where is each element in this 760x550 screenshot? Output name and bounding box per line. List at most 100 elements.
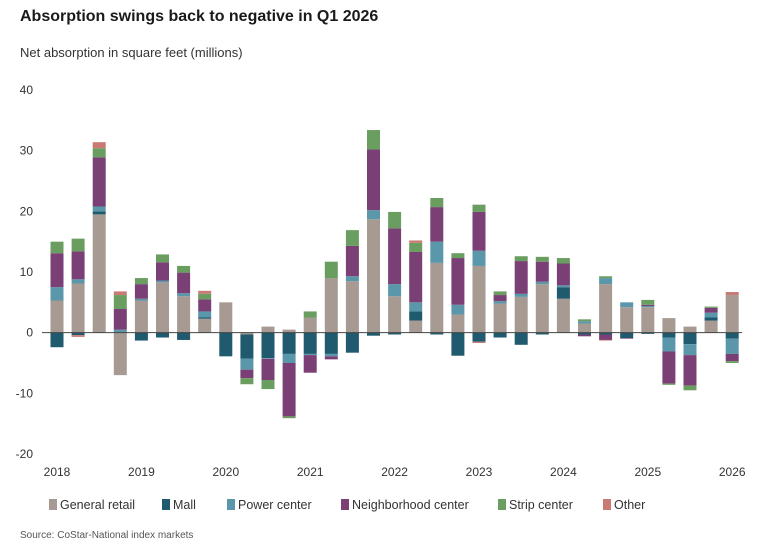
x-tick-label: 2025 <box>634 465 661 479</box>
bar-segment-mall <box>472 332 486 342</box>
bar-segment-mall <box>50 332 64 348</box>
bar-segment-neighborhood-center <box>556 263 570 286</box>
bar-segment-power-center <box>641 305 655 308</box>
bar-segment-neighborhood-center <box>704 307 718 313</box>
bar-segment-general-retail <box>472 265 486 333</box>
bar-segment-general-retail <box>113 332 127 376</box>
bar-segment-neighborhood-center <box>409 251 423 303</box>
bar-segment-mall <box>345 332 359 353</box>
bar-segment-neighborhood-center <box>240 369 254 379</box>
bar-segment-mall <box>535 332 549 335</box>
bar-segment-mall <box>430 332 444 335</box>
bar-segment-other <box>472 341 486 343</box>
bar-segment-mall <box>71 332 85 336</box>
bar-segment-other <box>409 240 423 243</box>
bar-segment-neighborhood-center <box>113 309 127 330</box>
x-tick-label: 2019 <box>128 465 155 479</box>
bar-segment-power-center <box>472 250 486 266</box>
bar-segment-general-retail <box>662 318 676 333</box>
bar-segment-general-retail <box>240 332 254 335</box>
bar-segment-general-retail <box>71 283 85 333</box>
bar-segment-mall <box>704 317 718 321</box>
legend-label: Other <box>614 498 645 512</box>
bar-segment-mall <box>641 332 655 334</box>
bar-segment-other <box>71 335 85 337</box>
bar-segment-general-retail <box>324 278 338 333</box>
bar-segment-strip-center <box>641 299 655 305</box>
bar-segment-neighborhood-center <box>535 261 549 282</box>
legend-swatch <box>341 499 349 510</box>
bar-segment-strip-center <box>113 295 127 309</box>
bar-segment-strip-center <box>240 378 254 385</box>
bar-segment-general-retail <box>725 295 739 333</box>
y-tick-label: -20 <box>16 447 34 461</box>
bar-segment-general-retail <box>514 296 528 333</box>
bar-segment-strip-center <box>662 383 676 385</box>
bar-segment-strip-center <box>367 130 380 150</box>
y-tick-label: -10 <box>16 386 34 400</box>
legend-swatch <box>227 499 235 510</box>
bar-segment-power-center <box>535 281 549 285</box>
bar-segment-power-center <box>388 284 402 297</box>
bar-segment-strip-center <box>599 276 613 279</box>
bar-segment-neighborhood-center <box>156 262 169 281</box>
bar-segment-power-center <box>113 329 127 333</box>
bar-segment-power-center <box>514 293 528 297</box>
bar-segment-other <box>599 339 613 341</box>
bar-segment-mall <box>725 332 739 339</box>
bar-segment-other <box>113 291 127 296</box>
bar-segment-power-center <box>430 241 444 263</box>
bar-segment-neighborhood-center <box>493 295 507 302</box>
bar-segment-strip-center <box>451 253 465 259</box>
bar-segment-strip-center <box>71 238 85 252</box>
x-tick-label: 2026 <box>719 465 746 479</box>
bar-segment-strip-center <box>409 242 423 252</box>
bar-segment-power-center <box>50 287 64 301</box>
bar-segment-power-center <box>324 353 338 357</box>
bar-segment-strip-center <box>177 265 191 273</box>
bar-segment-power-center <box>240 358 254 370</box>
bar-segment-general-retail <box>50 300 64 333</box>
bar-segment-neighborhood-center <box>282 363 296 417</box>
bar-segment-general-retail <box>303 317 317 333</box>
legend-label: Neighborhood center <box>352 498 469 512</box>
bar-segment-mall <box>388 332 402 335</box>
bar-segment-general-retail <box>367 219 380 333</box>
bar-segment-power-center <box>493 301 507 304</box>
bar-segment-power-center <box>599 278 613 285</box>
bar-segment-strip-center <box>345 230 359 246</box>
bar-segment-power-center <box>578 321 591 324</box>
bar-segment-power-center <box>451 304 465 315</box>
bar-segment-general-retail <box>134 300 148 333</box>
bar-segment-power-center <box>367 210 380 220</box>
bar-segment-strip-center <box>156 254 169 263</box>
bar-segment-strip-center <box>324 261 338 279</box>
chart-subtitle: Net absorption in square feet (millions) <box>20 45 243 60</box>
bar-segment-power-center <box>92 206 106 212</box>
bar-segment-strip-center <box>388 211 402 229</box>
bar-segment-neighborhood-center <box>641 304 655 306</box>
bar-segment-mall <box>282 332 296 354</box>
bar-segment-mall <box>556 287 570 299</box>
bar-segment-general-retail <box>261 326 275 333</box>
bar-segment-strip-center <box>725 361 739 363</box>
bar-segment-strip-center <box>92 148 106 158</box>
bar-segment-general-retail <box>578 323 591 333</box>
bar-segment-general-retail <box>556 298 570 333</box>
bar-segment-neighborhood-center <box>451 258 465 305</box>
bar-segment-power-center <box>261 358 275 359</box>
bar-segment-power-center <box>345 276 359 282</box>
bar-segment-neighborhood-center <box>514 261 528 294</box>
bar-segment-general-retail <box>92 214 106 333</box>
bar-segment-general-retail <box>156 282 169 333</box>
bar-segment-mall <box>156 332 169 338</box>
bar-segment-general-retail <box>451 314 465 333</box>
bar-segment-neighborhood-center <box>367 149 380 211</box>
bar-segment-mall <box>198 317 212 319</box>
bar-segment-neighborhood-center <box>599 334 613 340</box>
bar-segment-power-center <box>704 312 718 318</box>
bar-segment-strip-center <box>578 319 591 322</box>
bar-segment-power-center <box>662 337 676 352</box>
bar-segment-mall <box>662 332 676 338</box>
